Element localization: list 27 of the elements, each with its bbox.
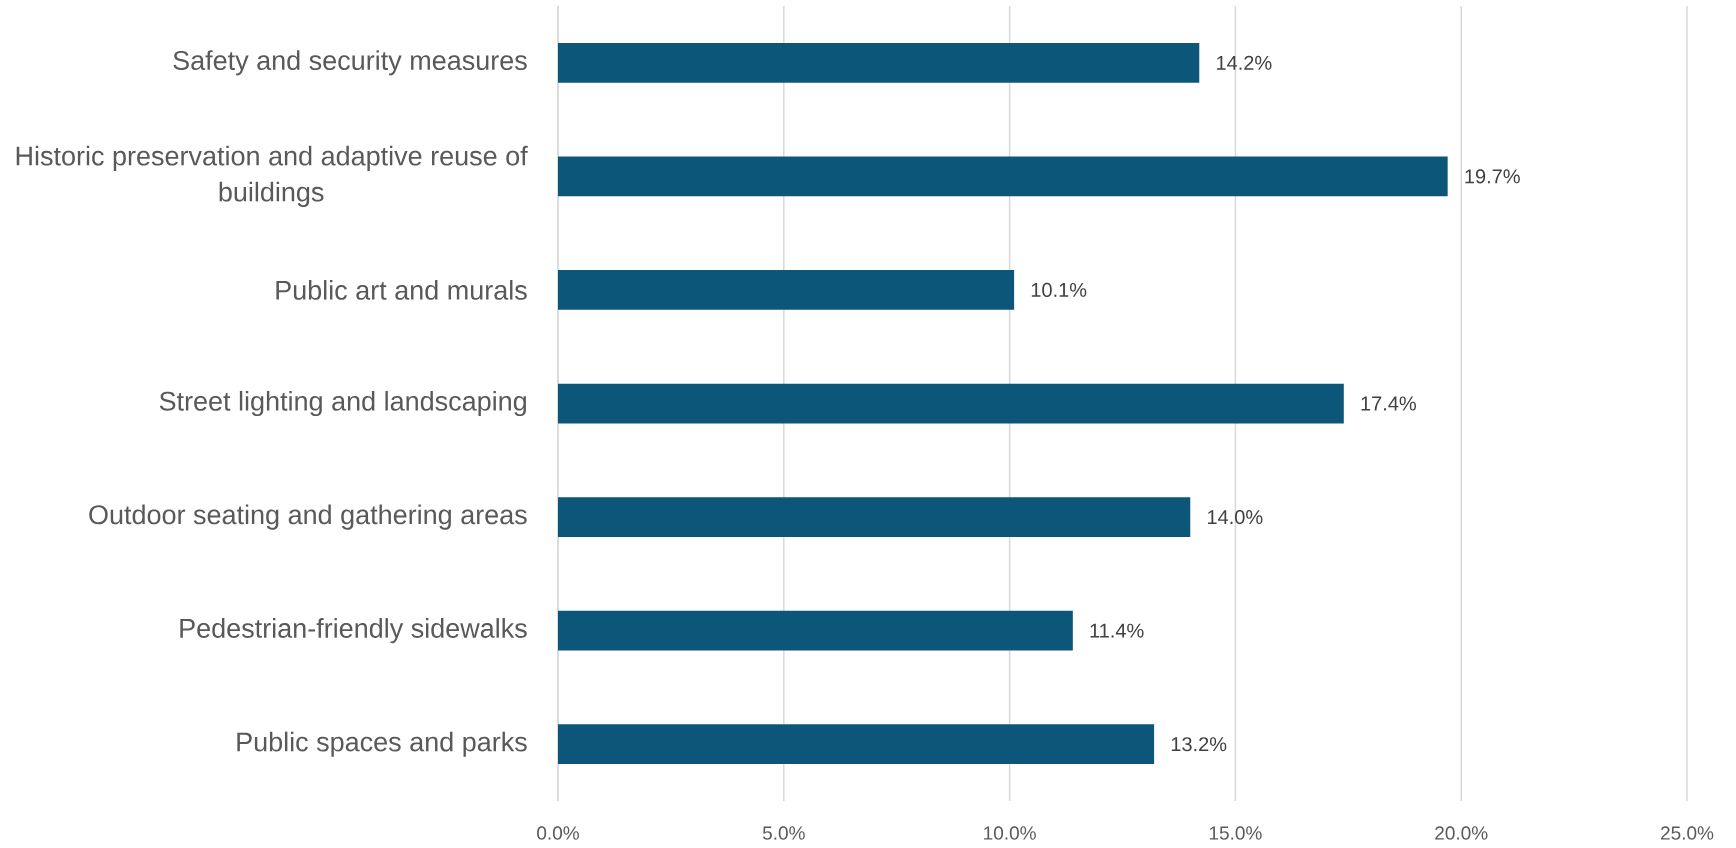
x-tick-label: 0.0% [537,826,579,840]
y-tick-label: Public art and murals [276,280,527,300]
y-tick-label: Outdoor seating and gathering areas [89,504,527,530]
x-tick-label: 25.0% [1661,826,1714,840]
x-tick-label: 5.0% [762,826,805,840]
data-label: 14.2% [1217,55,1272,70]
bar [558,42,1200,83]
data-label: 10.1% [1031,282,1087,298]
data-label: 14.0% [1207,510,1263,525]
bar [558,156,1448,197]
x-tick-label: 10.0% [984,826,1036,840]
y-tick-label: Safety and security measures [173,50,527,76]
data-label: 19.7% [1465,169,1520,184]
y-tick-label: Historic preservation and adaptive reuse of buildings [16,145,528,207]
bar [558,383,1344,424]
data-label: 17.4% [1361,396,1416,411]
y-tick-label: Pedestrian-friendly sidewalks [180,618,527,644]
bar [558,610,1073,651]
bar [558,724,1155,765]
data-label: 11.4% [1090,623,1144,638]
x-tick-label: 20.0% [1435,826,1488,840]
bar [558,270,1015,310]
bar [558,497,1191,537]
x-tick-label: 15.0% [1209,826,1262,840]
y-tick-label: Street lighting and landscaping [159,390,526,417]
y-tick-label: Public spaces and parks [237,731,527,757]
data-label: 13.2% [1171,737,1227,752]
